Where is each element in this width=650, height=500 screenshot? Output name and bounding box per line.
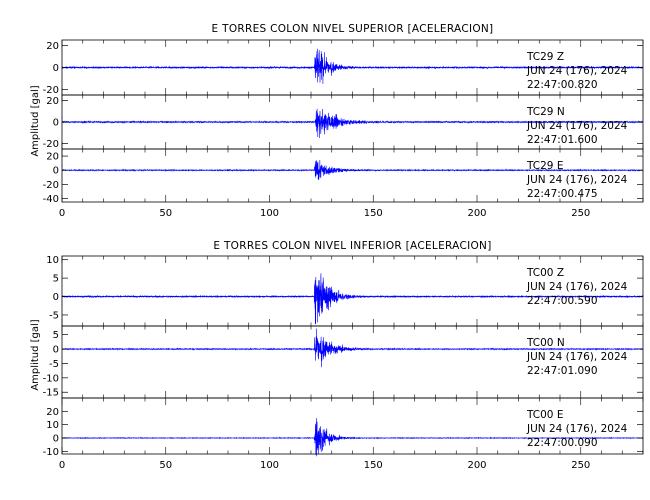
y-tick-label: -5 bbox=[49, 359, 59, 370]
y-tick-label: -10 bbox=[43, 447, 59, 458]
y-tick-label: 20 bbox=[46, 152, 59, 163]
y-tick-label: 20 bbox=[46, 41, 59, 52]
waveform-tc29-z bbox=[61, 48, 644, 84]
time-label: 22:47:01.090 bbox=[527, 365, 598, 377]
date-label: JUN 24 (176), 2024 bbox=[526, 281, 628, 293]
waveform-tc00-z bbox=[61, 273, 644, 325]
y-tick-label: 0 bbox=[53, 166, 59, 177]
x-tick-label: 200 bbox=[467, 460, 486, 471]
waveform-tc00-n bbox=[61, 328, 644, 368]
time-label: 22:47:01.600 bbox=[527, 134, 598, 146]
y-tick-label: 0 bbox=[53, 63, 59, 74]
chart-title-2: E TORRES COLON NIVEL INFERIOR [ACELERACI… bbox=[213, 240, 491, 252]
station-label: TC00 Z bbox=[526, 267, 564, 279]
y-tick-label: 0 bbox=[53, 292, 59, 303]
y-tick-label: 0 bbox=[53, 345, 59, 356]
date-label: JUN 24 (176), 2024 bbox=[526, 120, 628, 132]
y-tick-label: -20 bbox=[43, 139, 59, 150]
waveform-tc29-e bbox=[61, 160, 644, 181]
station-label: TC29 N bbox=[526, 106, 565, 118]
y-tick-label: 0 bbox=[53, 434, 59, 445]
x-tick-label: 100 bbox=[260, 460, 279, 471]
station-label: TC29 Z bbox=[526, 51, 564, 63]
y-tick-label: -10 bbox=[43, 373, 59, 384]
waveform-tc29-n bbox=[61, 108, 644, 139]
x-tick-label: 50 bbox=[159, 208, 172, 219]
y-tick-label: 5 bbox=[53, 330, 59, 341]
y-tick-label: 20 bbox=[46, 407, 59, 418]
station-label: TC29 E bbox=[526, 160, 563, 172]
y-tick-label: -20 bbox=[43, 85, 59, 96]
date-label: JUN 24 (176), 2024 bbox=[526, 65, 628, 77]
y-tick-label: -20 bbox=[43, 180, 59, 191]
station-label: TC00 E bbox=[526, 409, 563, 421]
y-tick-label: -5 bbox=[49, 310, 59, 321]
y-tick-label: 10 bbox=[46, 255, 59, 266]
x-tick-label: 0 bbox=[59, 460, 65, 471]
time-label: 22:47:00.475 bbox=[527, 188, 598, 200]
x-tick-label: 0 bbox=[59, 208, 65, 219]
x-tick-label: 150 bbox=[364, 208, 383, 219]
x-tick-label: 150 bbox=[364, 460, 383, 471]
x-tick-label: 250 bbox=[571, 208, 590, 219]
x-tick-label: 50 bbox=[159, 460, 172, 471]
date-label: JUN 24 (176), 2024 bbox=[526, 351, 628, 363]
y-tick-label: -40 bbox=[43, 194, 59, 205]
time-label: 22:47:00.820 bbox=[527, 79, 598, 91]
time-label: 22:47:00.090 bbox=[527, 437, 598, 449]
y-tick-label: 0 bbox=[53, 118, 59, 129]
y-tick-label: -15 bbox=[43, 388, 59, 399]
date-label: JUN 24 (176), 2024 bbox=[526, 174, 628, 186]
y-axis-label-2: Amplitud [gal] bbox=[30, 319, 41, 390]
y-tick-label: 5 bbox=[53, 274, 59, 285]
time-label: 22:47:00.590 bbox=[527, 295, 598, 307]
date-label: JUN 24 (176), 2024 bbox=[526, 423, 628, 435]
waveform-tc00-e bbox=[61, 418, 644, 457]
x-tick-label: 250 bbox=[571, 460, 590, 471]
y-axis-label-1: Amplitud [gal] bbox=[30, 85, 41, 156]
station-label: TC00 N bbox=[526, 337, 565, 349]
y-tick-label: 20 bbox=[46, 96, 59, 107]
y-tick-label: 10 bbox=[46, 420, 59, 431]
x-tick-label: 200 bbox=[467, 208, 486, 219]
chart-title-1: E TORRES COLON NIVEL SUPERIOR [ACELERACI… bbox=[212, 23, 494, 35]
x-tick-label: 100 bbox=[260, 208, 279, 219]
